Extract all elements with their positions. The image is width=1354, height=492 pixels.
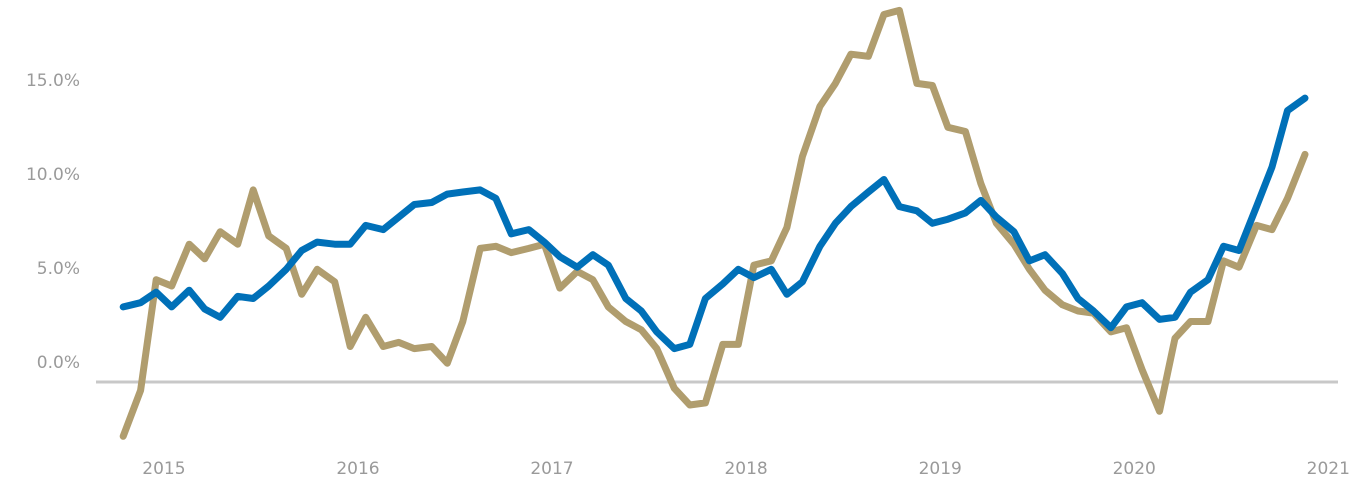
x-axis-tick-labels: 2015 2016 2017 2018 2019 2020 2021 <box>142 459 1350 479</box>
y-tick-label: 10.0% <box>26 165 80 185</box>
x-tick-label: 2017 <box>530 459 573 479</box>
series-line-2 <box>119 94 1309 353</box>
y-tick-label: 0.0% <box>37 353 80 373</box>
y-tick-label: 5.0% <box>37 259 80 279</box>
x-tick-label: 2015 <box>142 459 185 479</box>
y-axis-tick-labels: 0.0% 5.0% 10.0% 15.0% <box>26 71 80 373</box>
x-tick-label: 2019 <box>919 459 962 479</box>
x-tick-label: 2016 <box>336 459 379 479</box>
x-tick-label: 2021 <box>1307 459 1350 479</box>
series-group <box>119 6 1309 440</box>
y-tick-label: 15.0% <box>26 71 80 91</box>
series-line-1 <box>119 6 1309 440</box>
x-tick-label: 2020 <box>1113 459 1156 479</box>
x-tick-label: 2018 <box>724 459 767 479</box>
